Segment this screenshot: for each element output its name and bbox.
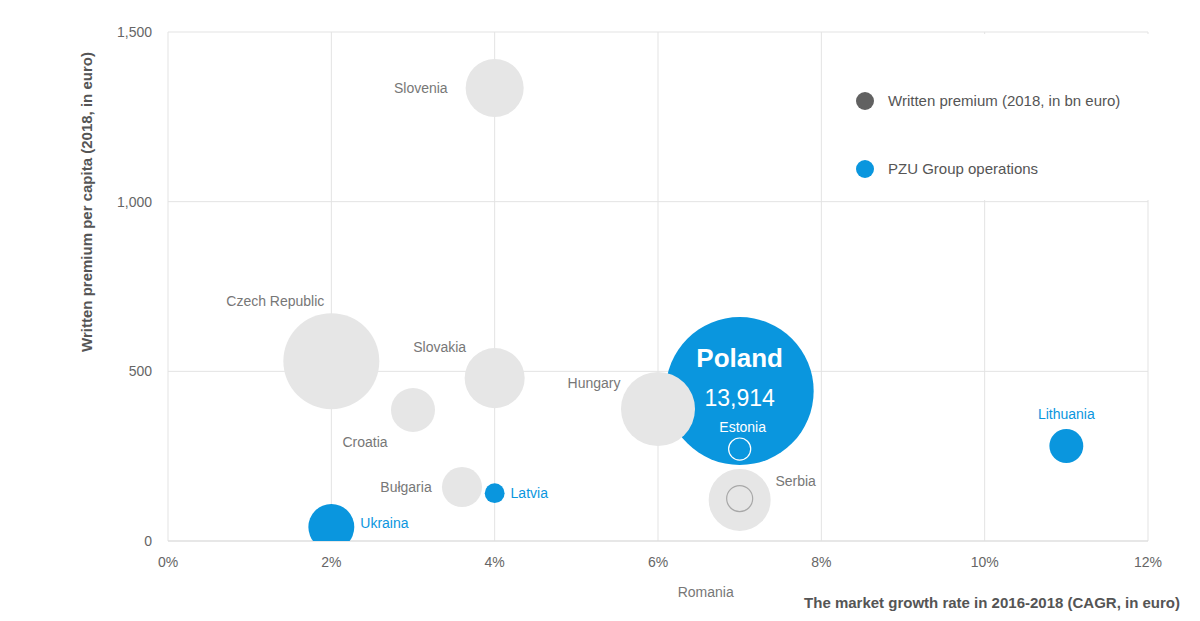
y-tick-label: 500 bbox=[129, 363, 153, 379]
x-grid-line bbox=[331, 32, 332, 541]
y-grid-line bbox=[168, 201, 1148, 202]
bubble-label: Slovenia bbox=[394, 80, 448, 96]
legend-background bbox=[832, 34, 1149, 200]
x-tick-label: 12% bbox=[1134, 554, 1162, 570]
bubble bbox=[729, 438, 751, 460]
legend-label: Written premium (2018, in bn euro) bbox=[888, 92, 1120, 109]
bubble-label: Czech Republic bbox=[226, 293, 324, 309]
bubble bbox=[1049, 429, 1083, 463]
grid bbox=[168, 32, 1148, 541]
x-tick-label: 2% bbox=[321, 554, 341, 570]
legend: Written premium (2018, in bn euro) PZU Gr… bbox=[832, 34, 1149, 200]
y-tick-label: 1,500 bbox=[117, 24, 152, 40]
y-grid-line bbox=[168, 32, 1148, 33]
chart: 0% 2% 4% 6% 8% 10% 12% 0 500 1,000 1,500 Written pr… bbox=[0, 0, 1200, 621]
legend-label: PZU Group operations bbox=[888, 160, 1038, 177]
bubble bbox=[709, 469, 771, 531]
x-axis-title: The market growth rate in 2016-2018 (CAG… bbox=[804, 594, 1180, 611]
bubble bbox=[485, 483, 505, 503]
bubble bbox=[283, 313, 379, 409]
legend-marker bbox=[856, 92, 874, 110]
legend-marker bbox=[856, 160, 874, 178]
y-tick-label: 1,000 bbox=[117, 194, 152, 210]
bubble-label: Ukraina bbox=[360, 515, 408, 531]
bubble bbox=[727, 486, 753, 512]
bubble bbox=[391, 388, 435, 432]
bubble-label: Croatia bbox=[342, 434, 387, 450]
y-tick-label: 0 bbox=[144, 533, 152, 549]
bubble-label: Latvia bbox=[511, 485, 549, 501]
x-tick-label: 0% bbox=[158, 554, 178, 570]
bubble-label: Slovakia bbox=[413, 339, 466, 355]
bubble-label: Poland bbox=[696, 343, 783, 373]
bubble bbox=[466, 59, 524, 117]
bubble bbox=[465, 348, 525, 408]
bubble bbox=[621, 372, 695, 446]
bubble-label: Bułgaria bbox=[380, 479, 432, 495]
y-axis-title: Written premium per capita (2018, in eur… bbox=[78, 52, 95, 352]
x-tick-label: 4% bbox=[485, 554, 505, 570]
x-grid-line bbox=[168, 32, 169, 541]
x-tick-label: 10% bbox=[971, 554, 999, 570]
size-label: 13,914 bbox=[704, 385, 775, 411]
bubble-label: Romania bbox=[678, 584, 734, 600]
bubble-label: Estonia bbox=[719, 419, 766, 435]
background bbox=[0, 0, 1200, 621]
x-tick-label: 8% bbox=[811, 554, 831, 570]
x-tick-label: 6% bbox=[648, 554, 668, 570]
bubble bbox=[308, 504, 354, 541]
bubble-label: Serbia bbox=[775, 473, 816, 489]
x-grid-line bbox=[821, 32, 822, 541]
tick-labels: 0% 2% 4% 6% 8% 10% 12% 0 500 1,000 1,500 bbox=[117, 24, 1162, 570]
bubble bbox=[442, 467, 482, 507]
x-grid-line bbox=[658, 32, 659, 541]
bubble-label: Hungary bbox=[568, 375, 621, 391]
bubble-label: Lithuania bbox=[1038, 406, 1095, 422]
